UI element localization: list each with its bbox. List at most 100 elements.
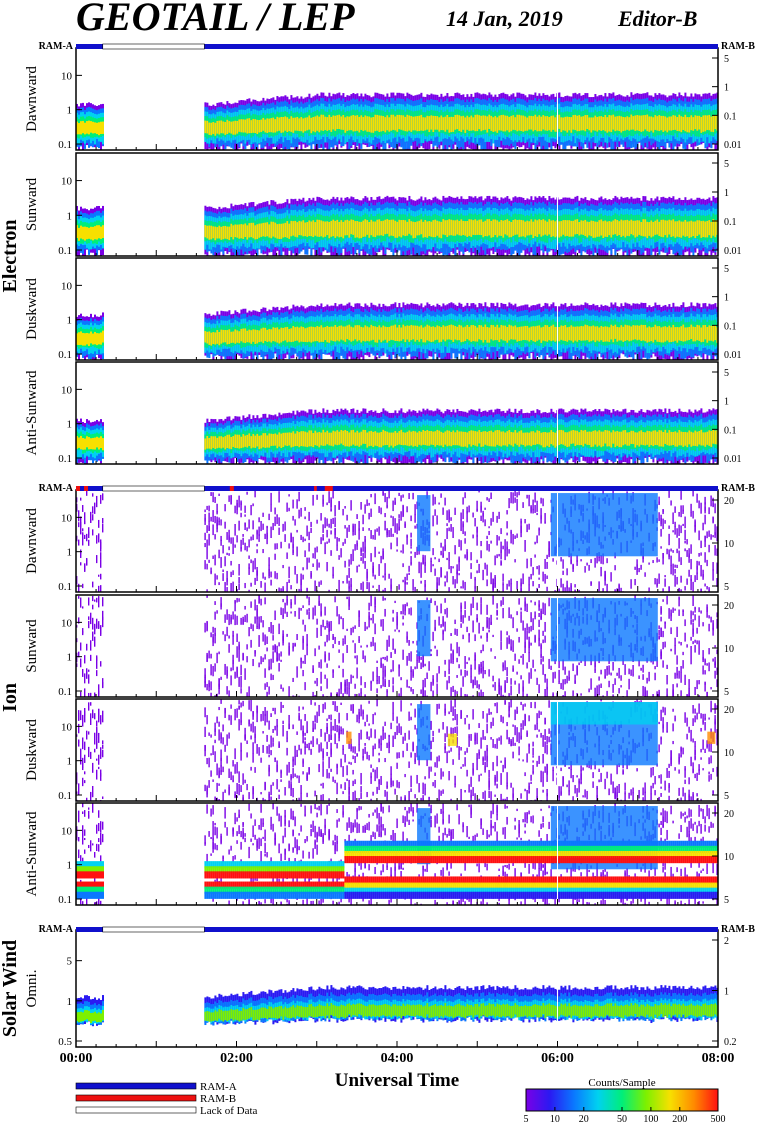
spectrogram-strip: [304, 328, 307, 342]
spectrogram-strip: [226, 226, 229, 240]
spectrogram-strip: [212, 226, 215, 239]
spectrogram-strip: [288, 223, 291, 239]
spectrogram-strip: [496, 220, 499, 238]
spectrogram-strip: [644, 324, 647, 342]
spectrogram-strip: [510, 115, 513, 132]
spectrogram-strip: [76, 121, 78, 135]
spectrogram-strip: [466, 115, 469, 130]
spectrogram-strip: [416, 432, 419, 447]
spectrogram-strip: [290, 328, 293, 343]
spectrogram-strip: [564, 325, 567, 341]
spectrogram-strip: [518, 219, 521, 238]
spectrogram-strip: [388, 432, 391, 448]
spectrogram-strip: [404, 432, 407, 446]
spectrogram-strip: [560, 325, 563, 340]
spectrogram-strip: [410, 116, 413, 132]
spectrogram-strip: [350, 219, 353, 235]
spectrogram-strip: [250, 330, 253, 344]
spectrogram-strip: [358, 432, 361, 447]
spectrogram-strip: [648, 116, 651, 132]
spectrogram-strip: [470, 115, 473, 131]
spectrogram-strip: [356, 325, 359, 342]
spectrogram-strip: [434, 431, 437, 447]
spectrogram-strip: [266, 222, 269, 237]
spectrogram-strip: [598, 220, 601, 237]
spectrogram-strip: [326, 430, 329, 445]
spectrogram-strip: [652, 326, 655, 343]
spectrogram-strip: [278, 432, 281, 447]
spectrogram-strip: [580, 325, 583, 341]
right-tick-label: 1: [724, 83, 729, 94]
spectrogram-strip: [340, 116, 343, 130]
spectrogram-strip: [272, 433, 275, 446]
spectrogram-strip: [352, 219, 355, 235]
spectrogram-strip: [252, 118, 255, 133]
spectrogram-strip: [270, 118, 273, 133]
spectrogram-strip: [262, 117, 265, 131]
spectrogram-strip: [568, 326, 571, 341]
spectrogram-strip: [464, 117, 467, 133]
spectrogram-strip: [244, 119, 247, 133]
spectrogram-strip: [324, 326, 327, 341]
spectrogram-strip: [224, 225, 227, 239]
spectrogram-strip: [470, 219, 473, 237]
spectrogram-strip: [262, 222, 265, 237]
spectrogram-strip: [694, 326, 697, 342]
spectrogram-strip: [412, 430, 415, 447]
spectrogram-strip: [490, 220, 493, 238]
spectrogram-strip: [478, 325, 481, 340]
spectrogram-strip: [274, 222, 277, 238]
spectrogram-strip: [670, 220, 673, 238]
spectrogram-panels: 0.1110510.10.01Dawnward0.1110510.10.01Su…: [24, 47, 742, 1048]
spectrogram-strip: [590, 220, 593, 237]
spectrogram-strip: [344, 326, 347, 342]
spectrogram-strip: [206, 225, 209, 239]
spectrogram-strip: [624, 117, 627, 131]
spectrogram-strip: [86, 332, 88, 345]
spectrogram-strip: [250, 436, 253, 449]
spectrogram-strip: [258, 435, 261, 450]
spectrogram-strip: [254, 119, 257, 134]
spectrogram-strip: [664, 326, 667, 342]
spectrogram-strip: [682, 116, 685, 130]
spectrogram-strip: [348, 324, 351, 341]
spectrogram-strip: [574, 219, 577, 235]
spectrogram-strip: [458, 324, 461, 341]
spectrogram-strip: [576, 326, 579, 342]
spectrogram-strip: [352, 327, 355, 341]
spectrogram-strip: [298, 432, 301, 448]
spectrogram-strip: [708, 325, 711, 341]
spectrogram-strip: [426, 430, 429, 446]
spectrogram-strip: [290, 116, 293, 132]
spectrogram-strip: [382, 429, 385, 446]
spectrogram-strip: [540, 327, 543, 343]
spectrogram-strip: [326, 325, 329, 343]
spectrogram-strip: [228, 329, 231, 344]
spectrogram-strip: [662, 219, 665, 238]
spectrogram-strip: [578, 326, 581, 341]
spectrogram-strip: [80, 435, 82, 450]
spectrogram-strip: [472, 220, 475, 235]
spectrogram-strip: [408, 325, 411, 342]
spectrogram-strip: [592, 325, 595, 341]
spectrogram-strip: [314, 222, 317, 236]
spectrogram-strip: [224, 436, 227, 450]
spectrogram-strip: [408, 115, 411, 131]
spectrogram-strip: [588, 221, 591, 236]
spectrogram-strip: [306, 327, 309, 343]
spectrogram-strip: [288, 432, 291, 446]
spectrogram-strip: [330, 220, 333, 237]
spectrogram-strip: [328, 114, 331, 131]
right-tick-label: 0.1: [724, 111, 737, 122]
spectrogram-strip: [380, 221, 383, 236]
spectrogram-strip: [642, 219, 645, 237]
spectrogram-strip: [562, 117, 565, 131]
spectrogram-strip: [332, 115, 335, 130]
spectrogram-strip: [616, 326, 619, 342]
spectrogram-strip: [546, 116, 549, 131]
spectrogram-strip: [404, 220, 407, 237]
spectrogram-strip: [620, 325, 623, 341]
spectrogram-strip: [310, 326, 313, 343]
spectrogram-strip: [714, 115, 717, 130]
spectrogram-strip: [670, 327, 673, 343]
